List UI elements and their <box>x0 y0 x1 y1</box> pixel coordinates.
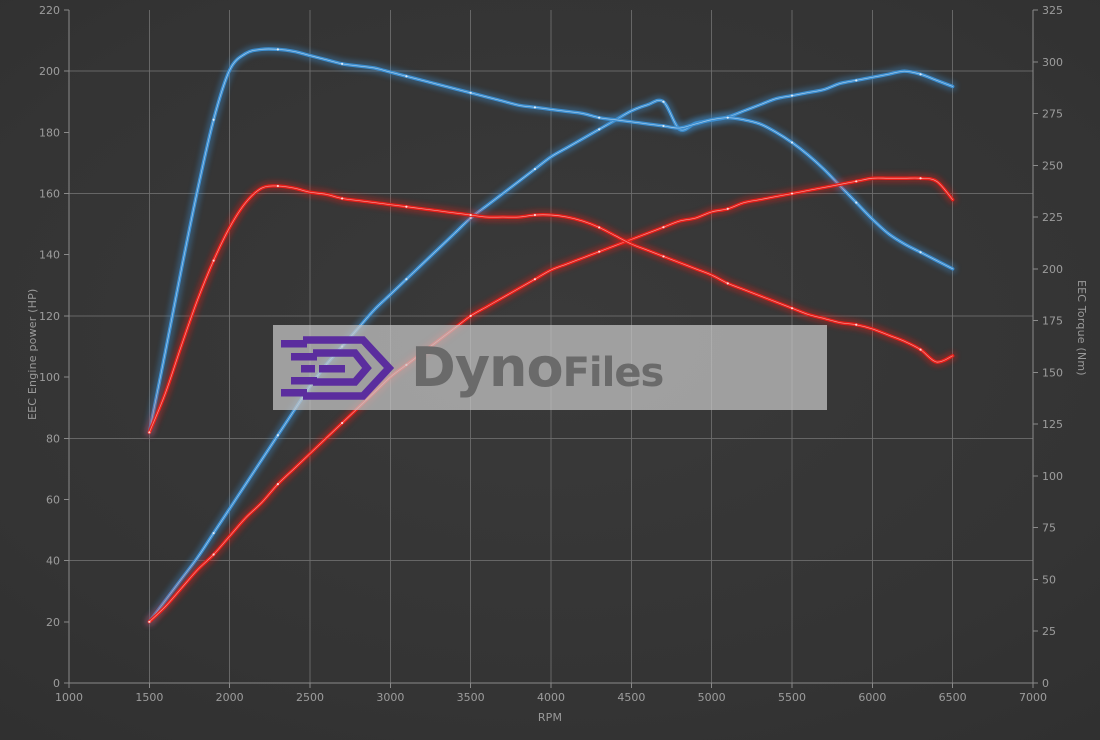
svg-text:275: 275 <box>1042 108 1063 121</box>
svg-text:160: 160 <box>39 188 60 201</box>
svg-text:3000: 3000 <box>376 691 404 704</box>
series-modified-power-hp- <box>146 68 956 625</box>
svg-text:125: 125 <box>1042 418 1063 431</box>
svg-text:5500: 5500 <box>778 691 806 704</box>
svg-text:1500: 1500 <box>135 691 163 704</box>
svg-text:150: 150 <box>1042 366 1063 379</box>
axis-ticks <box>64 9 1038 688</box>
svg-text:300: 300 <box>1042 56 1063 69</box>
svg-text:80: 80 <box>46 432 60 445</box>
svg-text:200: 200 <box>39 65 60 78</box>
svg-text:4000: 4000 <box>537 691 565 704</box>
series-stock-torque-nm- <box>146 182 956 436</box>
svg-text:250: 250 <box>1042 159 1063 172</box>
svg-text:25: 25 <box>1042 625 1056 638</box>
y-axis-left-title: EEC Engine power (HP) <box>26 288 39 420</box>
svg-text:7000: 7000 <box>1019 691 1047 704</box>
svg-text:175: 175 <box>1042 315 1063 328</box>
svg-text:120: 120 <box>39 310 60 323</box>
svg-text:180: 180 <box>39 126 60 139</box>
svg-text:325: 325 <box>1042 4 1063 17</box>
svg-text:75: 75 <box>1042 522 1056 535</box>
svg-text:20: 20 <box>46 616 60 629</box>
svg-text:60: 60 <box>46 493 60 506</box>
svg-text:200: 200 <box>1042 263 1063 276</box>
series-stock-power-hp- <box>146 175 956 625</box>
svg-text:100: 100 <box>39 371 60 384</box>
svg-text:225: 225 <box>1042 211 1063 224</box>
svg-text:0: 0 <box>1042 677 1049 690</box>
data-series <box>146 45 956 625</box>
svg-text:40: 40 <box>46 555 60 568</box>
svg-text:0: 0 <box>53 677 60 690</box>
svg-text:2000: 2000 <box>216 691 244 704</box>
svg-text:5000: 5000 <box>698 691 726 704</box>
svg-text:100: 100 <box>1042 470 1063 483</box>
svg-text:50: 50 <box>1042 573 1056 586</box>
svg-text:220: 220 <box>39 4 60 17</box>
svg-text:3500: 3500 <box>457 691 485 704</box>
svg-text:6000: 6000 <box>858 691 886 704</box>
tick-labels: 1000 1500 2000 2500 3000 3500 4000 4500 5000 5500… <box>39 4 1063 704</box>
series-modified-torque-nm- <box>146 45 956 436</box>
svg-text:1000: 1000 <box>55 691 83 704</box>
svg-text:4500: 4500 <box>617 691 645 704</box>
svg-text:6500: 6500 <box>939 691 967 704</box>
x-axis-title: RPM <box>537 711 563 724</box>
svg-text:2500: 2500 <box>296 691 324 704</box>
svg-text:140: 140 <box>39 249 60 262</box>
y-axis-right-title: EEC Torque (Nm) <box>1075 280 1088 376</box>
